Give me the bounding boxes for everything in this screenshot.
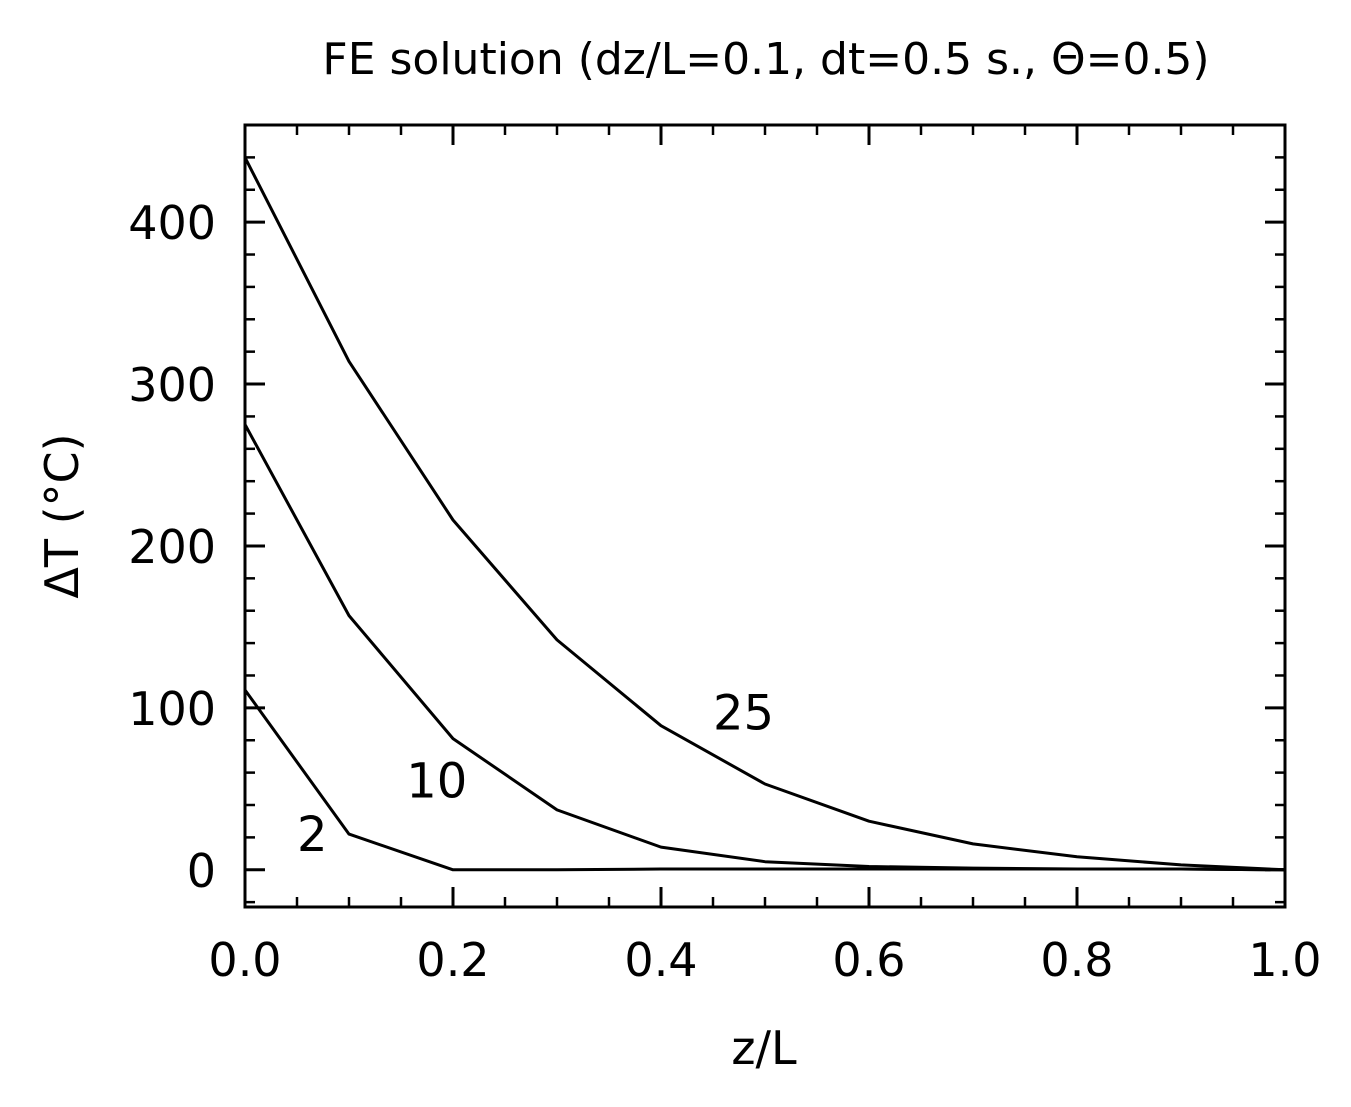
x-tick-label: 0.8: [1040, 933, 1113, 987]
y-tick-label: 200: [128, 520, 216, 574]
series-label-25: 25: [713, 686, 774, 742]
x-tick-label: 0.4: [624, 933, 697, 987]
series-label-10: 10: [406, 754, 467, 810]
series-line-10: [243, 423, 1286, 872]
x-tick-label: 0.0: [208, 933, 281, 987]
x-axis-label: z/L: [731, 1021, 797, 1075]
chart-title: FE solution (dz/L=0.1, dt=0.5 s., Θ=0.5): [322, 34, 1209, 85]
plot-frame: [243, 123, 1287, 909]
x-tick-label: 0.6: [832, 933, 905, 987]
series-line-25: [243, 156, 1286, 872]
y-tick-label: 400: [128, 196, 216, 250]
series-label-2: 2: [297, 807, 328, 863]
y-tick-label: 0: [187, 844, 216, 898]
y-tick-label: 100: [128, 682, 216, 736]
y-axis-label: ΔT (°C): [35, 433, 89, 598]
x-tick-label: 0.2: [416, 933, 489, 987]
x-tick-label: 1.0: [1248, 933, 1321, 987]
plot-area: 0.0 0.2 0.4 0.6 0.8 1.0 0 100 200 300 400 2 10 25: [128, 123, 1322, 987]
y-tick-label: 300: [128, 358, 216, 412]
